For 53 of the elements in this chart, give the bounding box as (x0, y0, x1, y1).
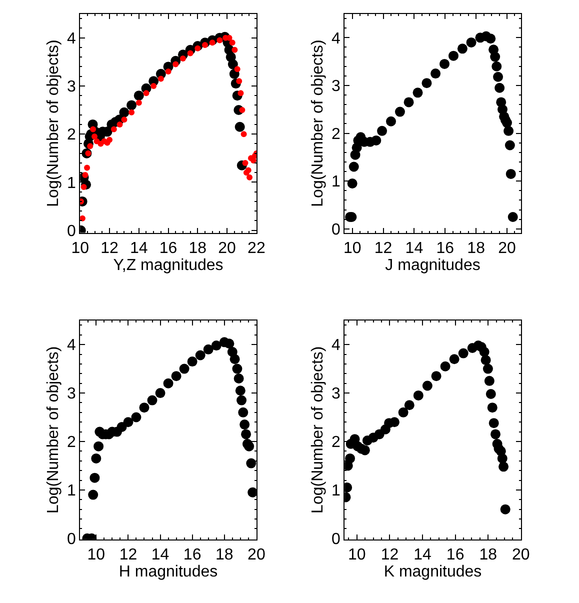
x-tick-label: 16 (436, 240, 454, 257)
y-tick-label: 2 (331, 126, 340, 143)
x-axis-title: Y,Z magnitudes (113, 256, 224, 274)
x-tick-label: 10 (71, 240, 90, 257)
x-tick-label: 20 (512, 546, 530, 564)
x-axis-title: J magnitudes (385, 256, 480, 274)
x-tick-label: 10 (348, 546, 366, 564)
x-tick-label: 14 (414, 546, 432, 564)
y-tick-label: 0 (331, 530, 340, 548)
x-tick-label: 18 (479, 546, 498, 564)
y-tick-label: 3 (67, 386, 76, 403)
y-tick-label: 0 (67, 222, 76, 240)
x-tick-label: 14 (151, 546, 170, 564)
y-tick-label: 4 (67, 337, 76, 354)
y-axis-title: Log(Number of objects) (309, 346, 326, 514)
y-tick-label: 4 (67, 30, 76, 48)
y-tick-label: 2 (331, 434, 340, 452)
y-tick-label: 2 (67, 434, 76, 452)
y-tick-label: 4 (331, 337, 340, 354)
x-tick-label: 14 (405, 240, 424, 257)
x-axis-title: K magnitudes (384, 564, 482, 581)
x-tick-label: 12 (100, 240, 119, 257)
x-tick-label: 16 (446, 546, 464, 564)
y-tick-label: 3 (331, 386, 340, 403)
y-tick-label: 4 (331, 30, 340, 48)
x-tick-label: 16 (159, 240, 178, 257)
y-tick-label: 3 (67, 78, 76, 96)
y-axis-title: Log(Number of objects) (44, 346, 62, 514)
y-axis-title: Log(Number of objects) (309, 40, 326, 207)
x-tick-label: 18 (188, 240, 207, 257)
x-tick-label: 18 (467, 240, 486, 257)
y-axis-title: Log(Number of objects) (44, 40, 62, 207)
x-tick-label: 22 (248, 240, 266, 257)
x-tick-label: 18 (215, 546, 234, 564)
x-tick-label: 20 (218, 240, 236, 257)
x-tick-label: 14 (130, 240, 148, 257)
x-tick-label: 16 (183, 546, 202, 564)
y-tick-label: 1 (67, 174, 76, 192)
x-tick-label: 20 (248, 546, 266, 564)
x-tick-label: 12 (380, 546, 399, 564)
x-tick-label: 10 (343, 240, 362, 257)
y-tick-label: 0 (331, 222, 340, 239)
y-tick-label: 0 (67, 530, 76, 548)
y-tick-label: 1 (67, 482, 76, 500)
x-tick-label: 10 (87, 546, 106, 564)
y-tick-label: 1 (331, 482, 340, 500)
y-tick-label: 2 (67, 126, 76, 144)
x-tick-label: 20 (498, 240, 516, 257)
x-tick-label: 12 (374, 240, 392, 257)
y-tick-label: 1 (331, 174, 340, 191)
x-tick-label: 12 (119, 546, 138, 564)
y-tick-label: 3 (331, 78, 340, 96)
x-axis-title: H magnitudes (118, 564, 218, 581)
